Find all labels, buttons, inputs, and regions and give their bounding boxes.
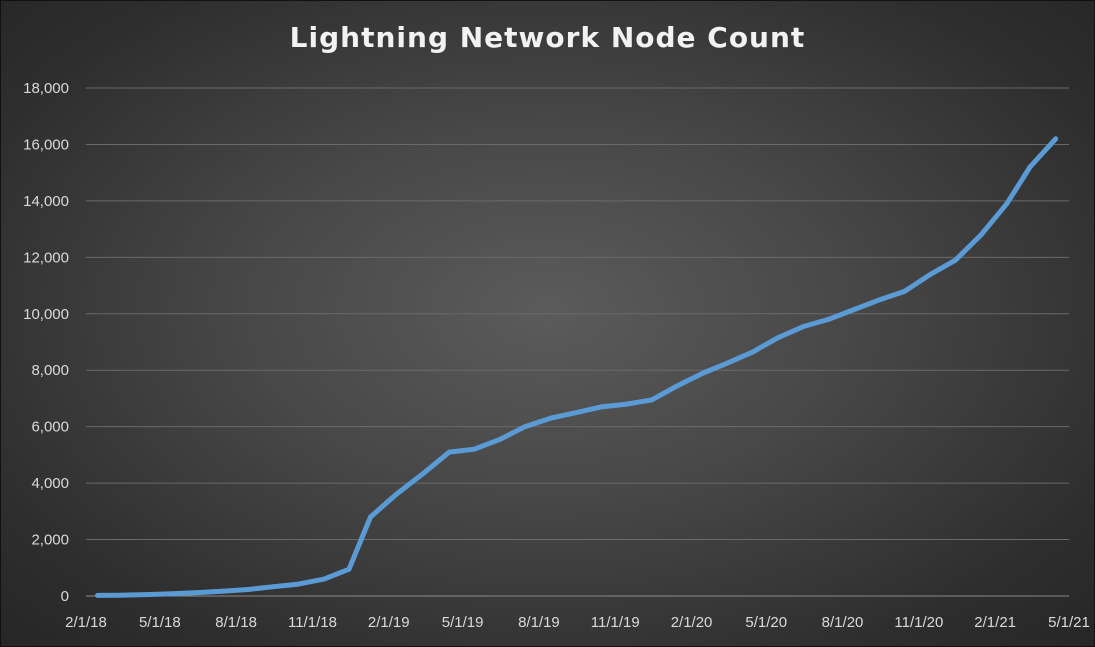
data-point [497,436,503,442]
x-tick-label: 2/1/21 [974,614,1016,631]
data-point [573,410,579,415]
y-tick-label: 0 [61,588,69,605]
chart-title: Lightning Network Node Count [289,21,806,54]
data-point [446,449,452,455]
data-point [219,588,225,594]
data-point [169,591,174,597]
data-point [321,576,327,582]
data-point [421,470,427,476]
x-tick-label: 5/1/20 [745,614,787,631]
data-point [902,288,908,294]
x-tick-label: 11/1/18 [288,614,337,631]
y-tick-label: 10,000 [23,306,69,323]
data-point [271,584,276,590]
x-axis-labels: 2/1/18 5/1/18 8/1/18 11/1/18 2/1/19 5/1/19 8/1… [65,614,1090,631]
y-tick-label: 4,000 [31,475,69,492]
x-tick-label: 8/1/19 [518,614,560,631]
data-point [368,514,373,520]
data-point [775,335,781,341]
y-tick-label: 8,000 [31,362,69,379]
data-point [295,581,301,587]
data-point [393,492,399,497]
series-line [95,136,1059,598]
series-layer [95,136,1059,598]
data-point [877,297,883,303]
x-tick-label: 2/1/19 [368,614,410,631]
data-point [649,397,655,403]
data-point [851,307,857,312]
data-point [245,587,251,592]
x-tick-label: 2/1/20 [671,614,713,631]
x-tick-label: 11/1/20 [894,614,943,631]
data-point [598,404,604,410]
data-point [750,349,756,355]
data-point [624,401,630,407]
data-point [700,370,706,376]
data-point [194,590,200,596]
x-tick-label: 11/1/19 [591,614,640,631]
x-tick-label: 5/1/19 [442,614,484,631]
x-tick-label: 5/1/21 [1048,614,1090,631]
data-point [826,317,831,322]
data-point [346,566,352,572]
y-tick-label: 18,000 [23,80,69,97]
data-point [471,446,477,452]
y-tick-label: 6,000 [31,419,69,436]
data-point [95,593,101,598]
data-point [675,383,680,389]
data-point [724,360,730,366]
data-point [952,257,958,263]
y-tick-label: 14,000 [23,193,69,210]
data-point [978,232,984,238]
data-point [548,415,553,421]
data-point [118,592,124,598]
data-point [1027,164,1033,170]
x-tick-label: 8/1/18 [215,614,257,631]
x-tick-label: 8/1/20 [822,614,864,631]
y-tick-label: 12,000 [23,249,69,266]
data-point [1004,201,1010,207]
data-point [801,324,806,329]
x-tick-label: 5/1/18 [139,614,181,631]
y-tick-label: 16,000 [23,136,69,153]
y-tick-label: 2,000 [31,532,69,549]
data-point [144,592,149,597]
x-tick-label: 2/1/18 [65,614,107,631]
data-point [522,424,528,430]
y-axis-labels: 0 2,000 4,000 6,000 8,000 10,000 12,000 14,000 1… [23,80,69,605]
grid-layer [86,87,1069,597]
data-point [928,271,933,277]
data-point [1053,136,1059,142]
